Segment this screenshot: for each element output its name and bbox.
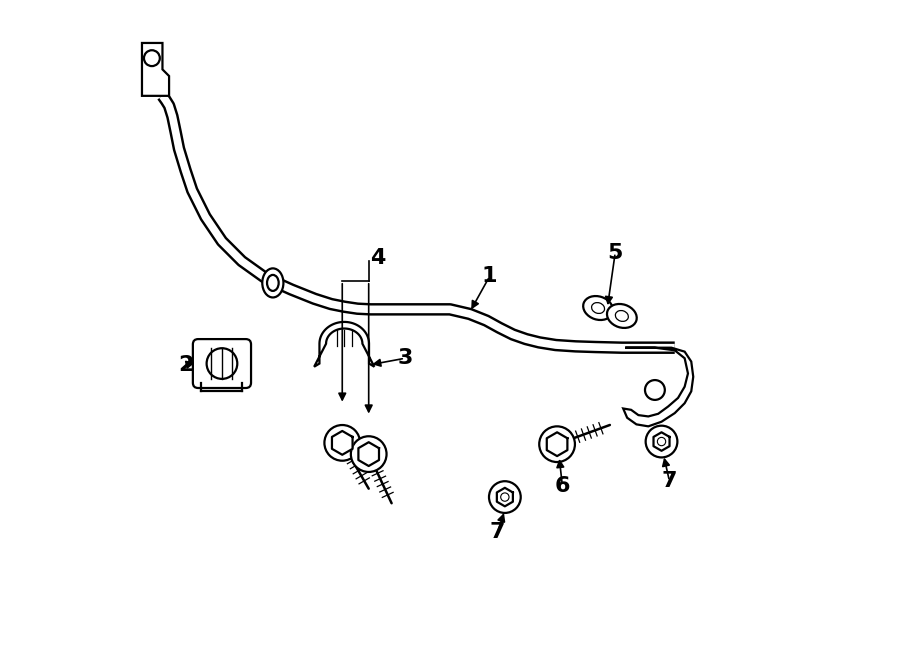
Polygon shape bbox=[314, 322, 374, 367]
Polygon shape bbox=[332, 431, 353, 455]
Circle shape bbox=[351, 436, 386, 472]
Ellipse shape bbox=[607, 304, 636, 328]
Polygon shape bbox=[142, 43, 169, 96]
Ellipse shape bbox=[583, 296, 613, 320]
FancyBboxPatch shape bbox=[193, 339, 251, 388]
Text: 3: 3 bbox=[398, 348, 413, 368]
Text: 6: 6 bbox=[554, 476, 570, 496]
Polygon shape bbox=[653, 432, 670, 451]
Text: 1: 1 bbox=[482, 266, 498, 286]
Circle shape bbox=[207, 348, 238, 379]
Ellipse shape bbox=[267, 275, 279, 291]
Polygon shape bbox=[623, 348, 693, 426]
Text: 4: 4 bbox=[370, 248, 385, 268]
Text: 7: 7 bbox=[490, 522, 505, 542]
Ellipse shape bbox=[262, 268, 284, 297]
Circle shape bbox=[144, 50, 160, 66]
Ellipse shape bbox=[591, 303, 605, 313]
Circle shape bbox=[489, 481, 521, 513]
Circle shape bbox=[657, 438, 666, 446]
Circle shape bbox=[645, 426, 678, 457]
Text: 5: 5 bbox=[608, 243, 623, 262]
Text: 2: 2 bbox=[178, 355, 194, 375]
Circle shape bbox=[324, 425, 360, 461]
Text: 7: 7 bbox=[662, 471, 677, 491]
Circle shape bbox=[500, 493, 509, 501]
Circle shape bbox=[645, 380, 665, 400]
Polygon shape bbox=[497, 488, 513, 506]
Polygon shape bbox=[358, 442, 379, 466]
Circle shape bbox=[539, 426, 575, 462]
Ellipse shape bbox=[616, 311, 628, 321]
Polygon shape bbox=[547, 432, 567, 456]
